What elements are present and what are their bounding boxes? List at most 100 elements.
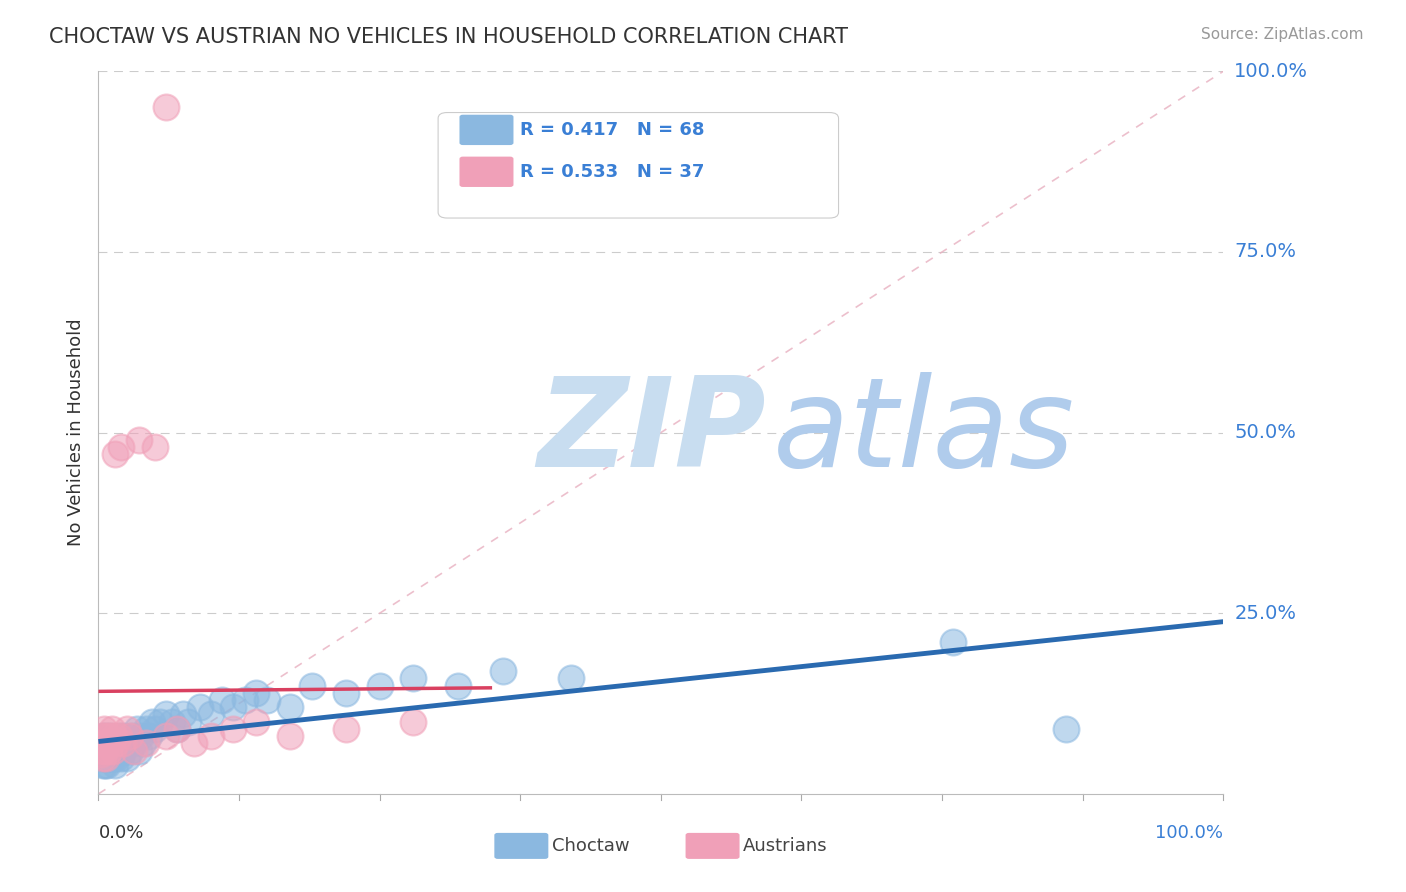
Point: [90, 736, 112, 750]
Point: [90, 751, 112, 765]
Point: [112, 736, 135, 750]
Point: [96, 729, 118, 743]
FancyBboxPatch shape: [439, 112, 838, 218]
Point: [125, 722, 148, 736]
FancyBboxPatch shape: [460, 157, 513, 187]
Point: [96, 758, 118, 772]
FancyBboxPatch shape: [460, 115, 513, 145]
Point: [90, 743, 112, 757]
Point: [222, 700, 245, 714]
Text: CHOCTAW VS AUSTRIAN NO VEHICLES IN HOUSEHOLD CORRELATION CHART: CHOCTAW VS AUSTRIAN NO VEHICLES IN HOUSE…: [49, 27, 848, 46]
Point: [124, 743, 146, 757]
Point: [105, 751, 128, 765]
Point: [90, 747, 112, 761]
Text: Austrians: Austrians: [742, 837, 828, 855]
Point: [103, 729, 125, 743]
Point: [124, 736, 146, 750]
Point: [138, 729, 160, 743]
Point: [301, 678, 323, 692]
Point: [128, 743, 150, 757]
Text: 25.0%: 25.0%: [1234, 604, 1296, 623]
Point: [172, 707, 194, 722]
Point: [100, 736, 122, 750]
Point: [111, 736, 134, 750]
Point: [110, 440, 132, 454]
Point: [211, 693, 233, 707]
Point: [1054, 722, 1077, 736]
Point: [155, 729, 177, 743]
Point: [101, 751, 124, 765]
Point: [93, 736, 115, 750]
FancyBboxPatch shape: [495, 833, 548, 859]
Point: [177, 714, 200, 729]
Point: [335, 686, 357, 700]
Point: [115, 722, 138, 736]
Point: [141, 714, 163, 729]
Text: R = 0.533   N = 37: R = 0.533 N = 37: [520, 163, 704, 181]
Point: [96, 743, 118, 757]
Point: [96, 736, 118, 750]
Point: [93, 722, 115, 736]
Point: [93, 751, 115, 765]
Point: [104, 447, 127, 461]
Point: [143, 722, 166, 736]
Point: [96, 751, 118, 765]
Point: [256, 693, 278, 707]
Point: [117, 736, 139, 750]
Text: Choctaw: Choctaw: [551, 837, 630, 855]
Point: [135, 736, 157, 750]
Point: [101, 743, 124, 757]
Point: [104, 736, 127, 750]
Point: [118, 743, 141, 757]
Point: [200, 729, 222, 743]
Text: 0.0%: 0.0%: [98, 824, 143, 842]
Point: [166, 722, 188, 736]
Point: [112, 729, 135, 743]
Point: [492, 664, 515, 678]
Text: Source: ZipAtlas.com: Source: ZipAtlas.com: [1201, 27, 1364, 42]
Point: [129, 729, 152, 743]
Point: [188, 700, 211, 714]
Point: [132, 736, 155, 750]
Point: [200, 707, 222, 722]
Text: atlas: atlas: [773, 372, 1076, 493]
Point: [135, 722, 157, 736]
Point: [149, 714, 172, 729]
Point: [103, 743, 125, 757]
Point: [96, 751, 118, 765]
Point: [93, 736, 115, 750]
Point: [155, 707, 177, 722]
Point: [560, 671, 582, 685]
Point: [128, 433, 150, 447]
Point: [402, 714, 425, 729]
Point: [183, 736, 205, 750]
Point: [278, 700, 301, 714]
Point: [97, 751, 120, 765]
Point: [90, 729, 112, 743]
Point: [245, 686, 267, 700]
Point: [98, 743, 121, 757]
Text: 75.0%: 75.0%: [1234, 243, 1296, 261]
Point: [166, 722, 188, 736]
Point: [100, 751, 122, 765]
FancyBboxPatch shape: [686, 833, 740, 859]
Point: [233, 693, 256, 707]
Point: [97, 736, 120, 750]
Text: 100.0%: 100.0%: [1234, 62, 1309, 81]
Point: [91, 751, 114, 765]
Point: [118, 729, 141, 743]
Point: [447, 678, 470, 692]
Point: [105, 736, 128, 750]
Point: [101, 722, 124, 736]
Point: [155, 101, 177, 115]
Point: [96, 729, 118, 743]
Point: [160, 714, 183, 729]
Point: [98, 729, 121, 743]
Point: [108, 729, 131, 743]
Text: 50.0%: 50.0%: [1234, 423, 1296, 442]
Point: [97, 743, 120, 757]
Point: [98, 729, 121, 743]
Point: [91, 758, 114, 772]
Point: [110, 751, 132, 765]
Point: [402, 671, 425, 685]
